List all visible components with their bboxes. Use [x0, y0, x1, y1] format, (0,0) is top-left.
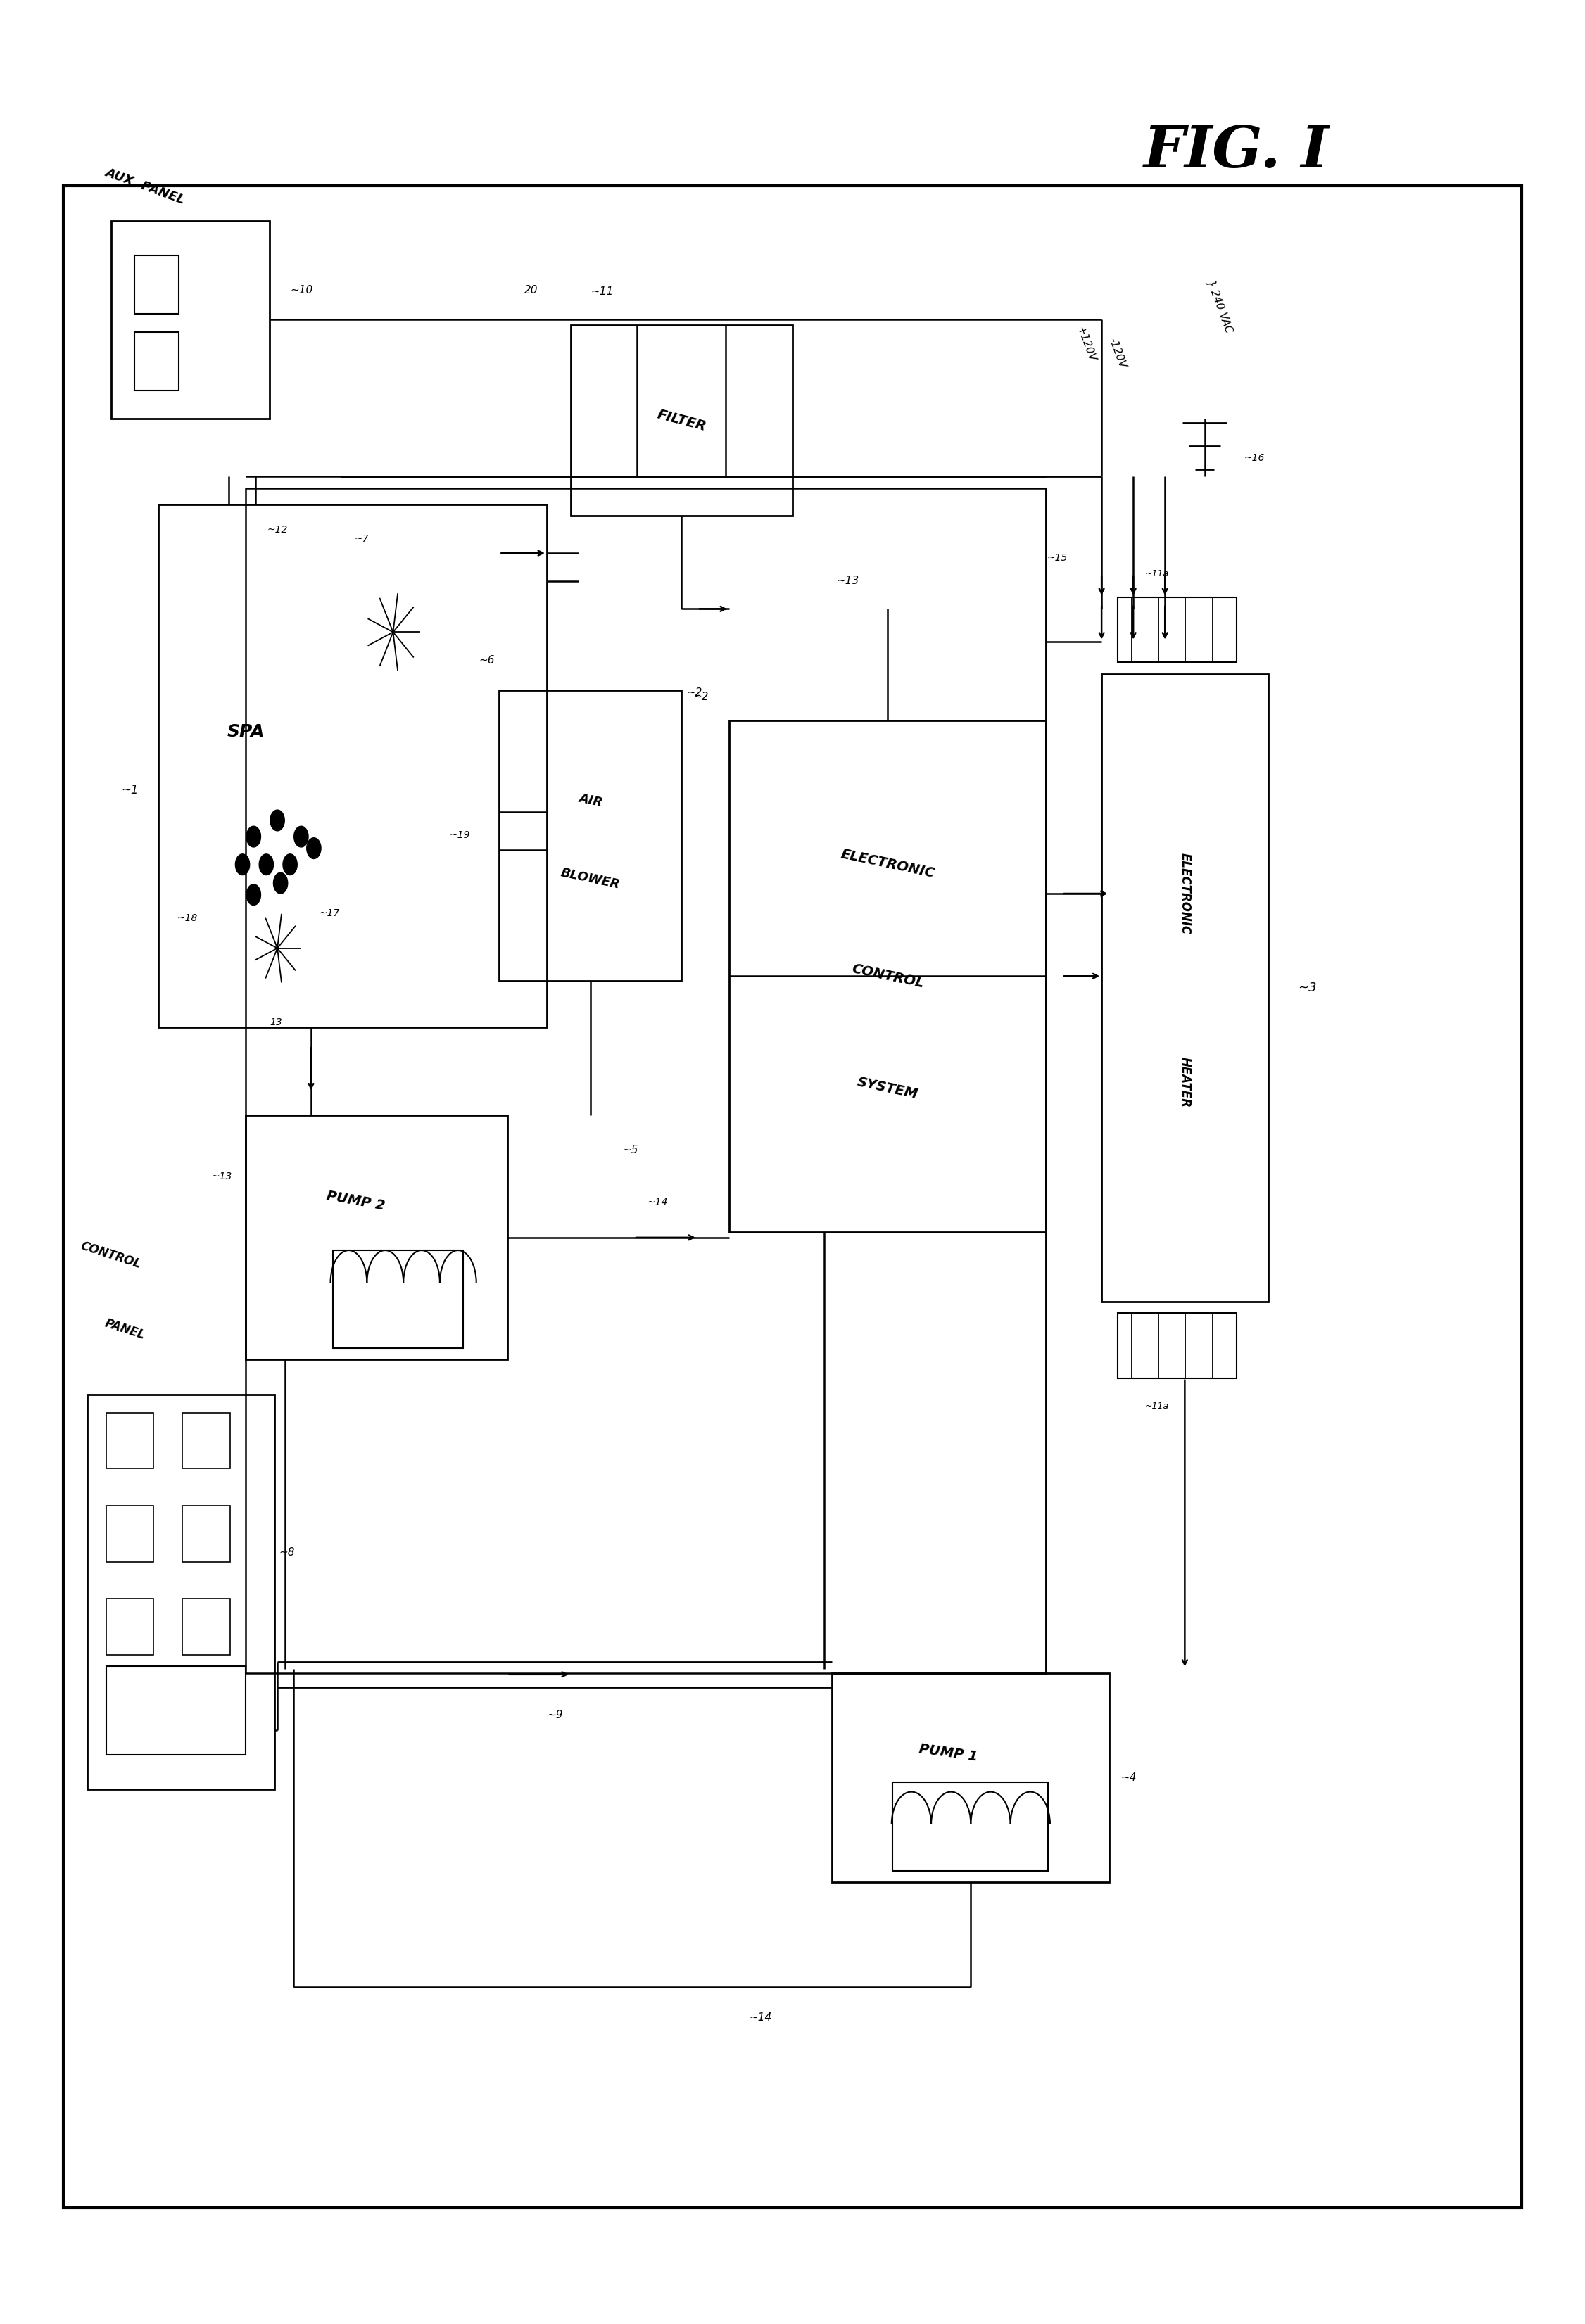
Text: CONTROL: CONTROL	[850, 962, 926, 990]
Text: ~19: ~19	[449, 830, 471, 841]
Bar	[333, 1250, 463, 1348]
Bar	[571, 325, 792, 516]
Text: ~3: ~3	[1298, 981, 1317, 995]
Text: ~16: ~16	[1244, 453, 1265, 462]
Text: ~17: ~17	[319, 909, 341, 918]
Bar	[106, 1413, 154, 1469]
Bar	[246, 1116, 507, 1360]
Bar	[499, 690, 682, 981]
Circle shape	[235, 855, 250, 874]
Text: ~11a: ~11a	[1144, 1401, 1170, 1411]
Text: ~11: ~11	[591, 286, 613, 297]
Text: AUX. PANEL: AUX. PANEL	[103, 165, 185, 207]
Text: BLOWER: BLOWER	[560, 867, 621, 892]
Circle shape	[247, 827, 260, 846]
Bar	[87, 1394, 274, 1789]
Text: ~2: ~2	[693, 693, 708, 702]
Text: +120V: +120V	[1075, 325, 1097, 363]
Text: ~7: ~7	[353, 535, 369, 544]
Text: ~1: ~1	[122, 783, 138, 797]
Circle shape	[307, 837, 320, 858]
Text: ~9: ~9	[547, 1710, 563, 1720]
Text: ~13: ~13	[211, 1171, 233, 1181]
Bar	[1102, 674, 1268, 1301]
Text: ~14: ~14	[647, 1197, 669, 1208]
Circle shape	[295, 827, 307, 846]
Bar	[106, 1506, 154, 1562]
Bar	[892, 1783, 1048, 1871]
Text: ~6: ~6	[479, 655, 495, 665]
Bar	[106, 1666, 246, 1755]
Text: ~11a: ~11a	[1144, 569, 1170, 579]
Text: ~12: ~12	[266, 525, 288, 535]
Text: } 240 VAC: } 240 VAC	[1205, 279, 1233, 335]
Bar	[729, 720, 1046, 1232]
Circle shape	[269, 811, 285, 830]
Bar	[1117, 1313, 1236, 1378]
Text: AIR: AIR	[577, 792, 604, 809]
Text: HEATER: HEATER	[1179, 1057, 1190, 1106]
Text: ELECTRONIC: ELECTRONIC	[840, 848, 935, 881]
Bar	[159, 504, 547, 1027]
Bar	[135, 256, 179, 314]
Text: SYSTEM: SYSTEM	[856, 1076, 919, 1102]
Text: 13: 13	[269, 1018, 282, 1027]
Text: PANEL: PANEL	[103, 1318, 147, 1341]
Bar	[182, 1599, 230, 1655]
Text: -120V: -120V	[1106, 337, 1129, 370]
Text: FIG. I: FIG. I	[1143, 123, 1330, 179]
Bar	[1117, 597, 1236, 662]
Text: PUMP 1: PUMP 1	[918, 1743, 980, 1764]
Text: ~4: ~4	[1121, 1773, 1136, 1783]
Text: PUMP 2: PUMP 2	[325, 1190, 385, 1213]
Circle shape	[273, 874, 288, 895]
Text: ~18: ~18	[176, 913, 198, 923]
Bar	[106, 1599, 154, 1655]
Bar	[63, 186, 1522, 2208]
Text: ~15: ~15	[1046, 553, 1068, 562]
Text: ~5: ~5	[623, 1146, 637, 1155]
Bar	[135, 332, 179, 390]
Text: 20: 20	[525, 286, 537, 295]
Text: ~13: ~13	[837, 576, 859, 586]
Text: ELECTRONIC: ELECTRONIC	[1179, 853, 1190, 934]
Text: FILTER: FILTER	[656, 407, 707, 435]
Circle shape	[260, 855, 274, 874]
Circle shape	[282, 855, 298, 874]
Bar	[111, 221, 269, 418]
Bar	[182, 1413, 230, 1469]
Text: CONTROL: CONTROL	[79, 1239, 143, 1271]
Circle shape	[247, 885, 260, 904]
Bar	[182, 1506, 230, 1562]
Text: SPA: SPA	[227, 723, 265, 741]
Text: ~14: ~14	[750, 2013, 772, 2022]
Text: ~10: ~10	[290, 286, 312, 295]
Text: ~2: ~2	[686, 688, 702, 697]
Bar	[246, 488, 1046, 1673]
Bar	[832, 1673, 1110, 1882]
Text: ~8: ~8	[279, 1548, 295, 1557]
